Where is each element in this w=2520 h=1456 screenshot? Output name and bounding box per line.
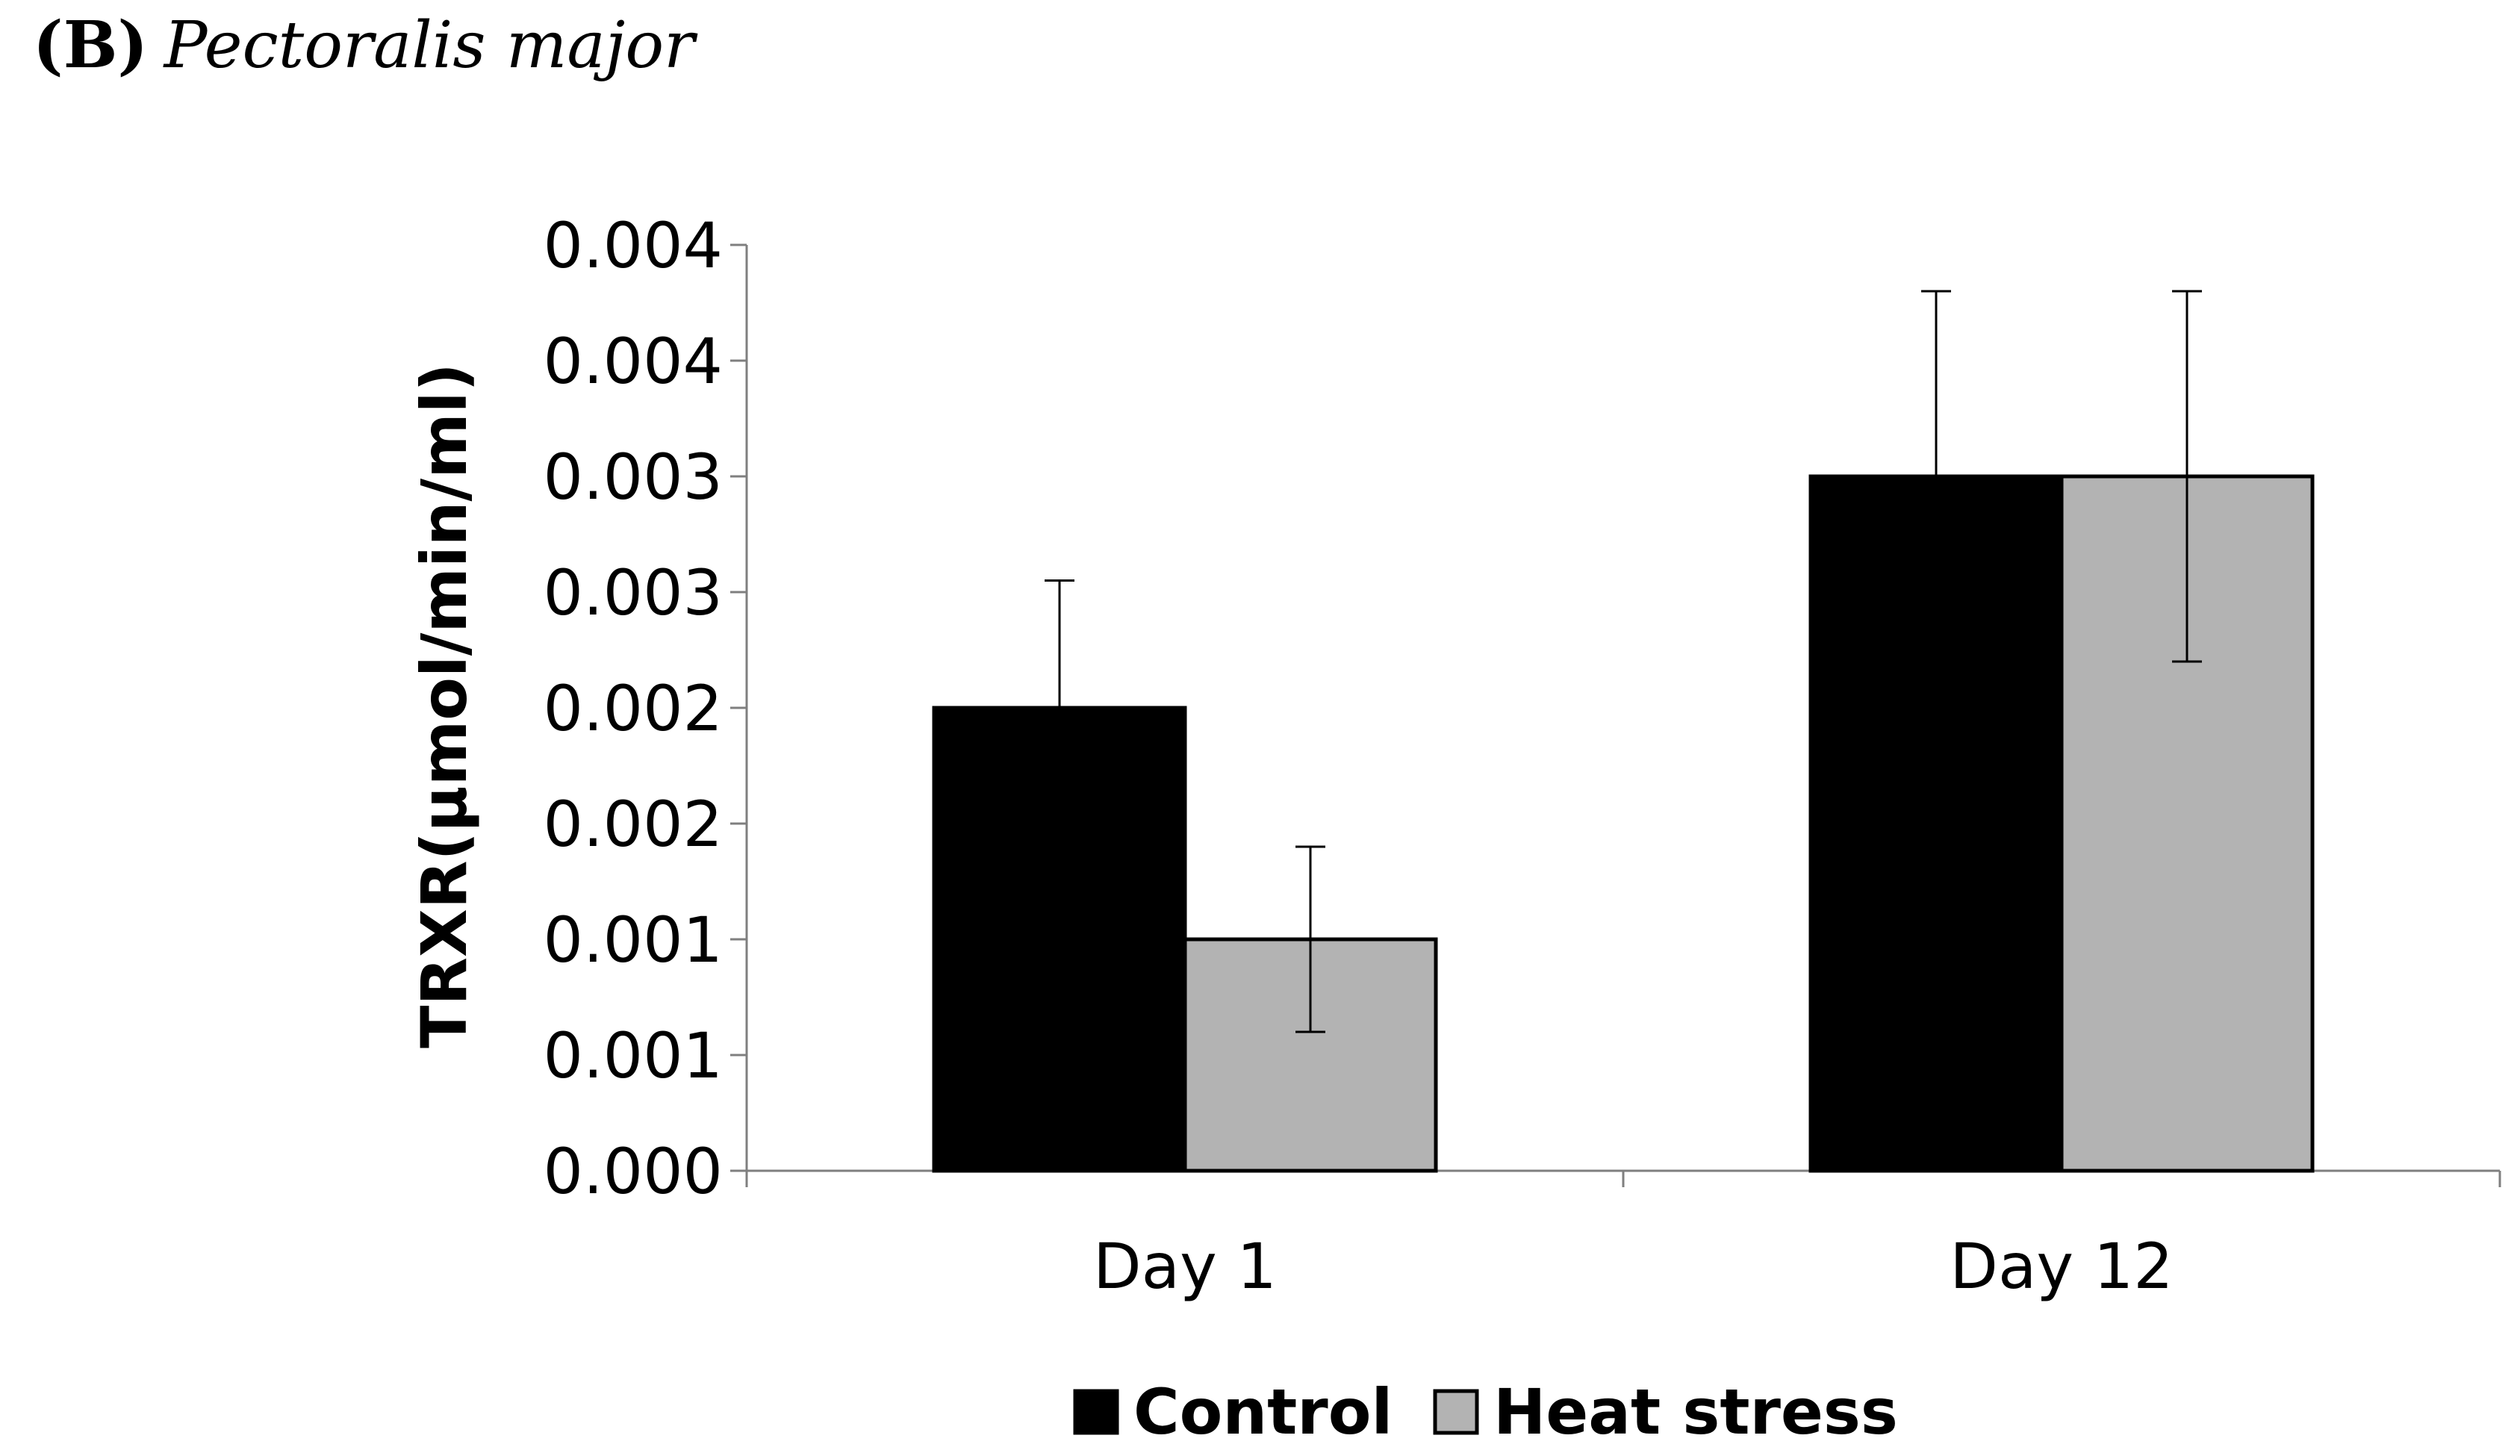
- legend-label: Heat stress: [1493, 1375, 1898, 1449]
- legend-swatch: [1433, 1389, 1479, 1435]
- bar: [2059, 474, 2315, 1173]
- legend-label: Control: [1133, 1375, 1393, 1449]
- y-axis-title: TRXR(µmol/min/ml): [408, 363, 481, 1048]
- y-tick-label: 0.003: [544, 441, 723, 514]
- y-tick-label: 0.003: [544, 556, 723, 629]
- y-axis: 0.000 0.001 0.001 0.002 0.002 0.003 0.003 0.004…: [544, 209, 748, 1208]
- y-tick-label: 0.000: [544, 1135, 723, 1208]
- x-axis: Day 1 Day 12: [745, 1169, 2501, 1303]
- legend-swatch: [1073, 1389, 1119, 1435]
- bars: [932, 474, 2315, 1173]
- error-bars: [1045, 290, 2202, 1033]
- y-tick-label: 0.002: [544, 672, 723, 745]
- panel-label: (B): [33, 7, 149, 83]
- y-tick-label: 0.001: [544, 1019, 723, 1092]
- y-tick-label: 0.004: [544, 209, 723, 282]
- y-tick-label: 0.001: [544, 903, 723, 977]
- x-tick-label: Day 12: [1950, 1230, 2173, 1303]
- panel-name: Pectoralis major: [164, 8, 695, 83]
- y-tick-label: 0.002: [544, 788, 723, 861]
- x-tick-label: Day 1: [1093, 1230, 1277, 1303]
- y-tick-label: 0.004: [544, 325, 723, 398]
- legend: Control Heat stress: [1073, 1375, 1898, 1449]
- panel-title: (B) Pectoralis major: [33, 7, 694, 83]
